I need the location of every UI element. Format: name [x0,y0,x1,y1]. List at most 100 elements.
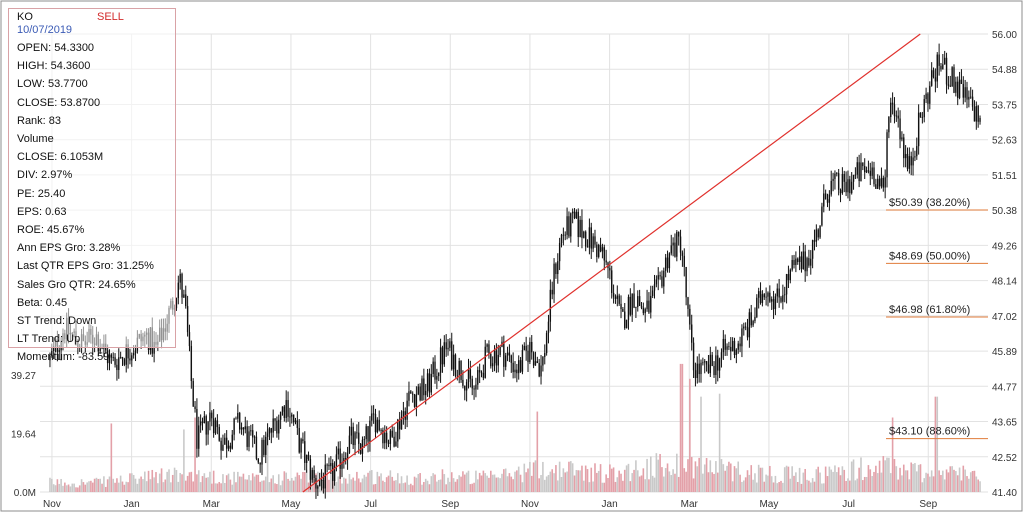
volume-bar [709,460,712,492]
volume-bar [735,468,738,492]
price-candle-body [549,289,552,322]
price-candle-body [633,293,635,308]
volume-bar [250,480,252,492]
price-candle-body [415,394,418,407]
price-candle-body [199,421,202,426]
price-candle-body [358,432,360,444]
price-tick-label: 51.51 [992,171,1017,182]
price-candle-body [255,436,258,459]
volume-bar [168,469,170,492]
price-candle-body [705,361,708,365]
price-candle-body [292,414,295,423]
volume-bar [902,464,905,492]
volume-bar [389,470,392,492]
stat-row: Beta: 0.45 [17,296,68,309]
volume-bar [501,473,503,492]
volume-bar [958,467,961,492]
volume-bar [142,479,144,492]
volume-bar [757,464,760,492]
price-candle-body [179,273,181,283]
price-candle-body [599,244,602,252]
volume-bar [408,484,410,492]
price-candle-body [132,353,135,356]
price-candle-body [110,354,113,358]
volume-bar [463,474,466,492]
volume-bar [157,483,159,492]
month-tick-label: Jul [842,499,855,510]
month-tick-label: Jan [124,499,140,510]
price-candle-body [584,231,587,247]
price-candle-body [378,419,380,431]
volume-bar [542,461,544,492]
price-candle-body [400,416,403,430]
volume-bar [915,471,918,492]
volume-bar [726,465,728,492]
volume-bar [793,475,795,492]
price-candle-body [225,437,228,449]
price-candle-body [508,352,511,356]
volume-bar [906,470,909,492]
price-candle-body [536,361,539,364]
price-tick-label: 53.75 [992,100,1017,111]
volume-bar [934,396,937,492]
price-candle-body [205,416,207,435]
price-candle-body [616,295,619,299]
volume-bar [480,475,483,492]
volume-bar [132,474,135,492]
price-candle-body [229,445,232,449]
price-candle-body [625,319,628,329]
volume-bar [811,478,814,492]
price-candle-body [516,369,518,374]
price-candle-body [932,70,935,78]
price-candle-body [638,296,641,306]
price-candle-body [908,156,911,169]
price-candle-body [547,321,550,334]
price-candle-body [438,372,440,377]
price-candle-body [570,213,572,237]
price-candle-body [227,445,230,449]
price-candle-body [836,173,838,174]
volume-bar [443,474,446,492]
volume-bar [203,473,206,492]
price-candle-body [283,406,286,418]
volume-bar [718,393,721,492]
price-candle-body [843,173,845,182]
price-candle-body [914,156,916,158]
price-candle-body [627,296,630,320]
volume-bar [510,476,513,492]
price-candle-body [800,256,803,270]
volume-bar [534,460,537,492]
volume-bar [588,482,591,492]
volume-bar [597,470,600,492]
volume-bar [889,473,892,492]
price-candle-body [196,409,198,449]
price-candle-body [434,361,436,380]
price-candle-body [395,441,397,447]
volume-tick-label: 19.64 [11,429,36,440]
volume-bar [620,473,622,492]
volume-bar [478,472,481,492]
volume-bar [601,482,604,492]
price-candle-body [925,93,927,100]
price-candle-body [583,231,585,238]
volume-bar [391,476,394,492]
price-candle-body [369,420,371,442]
fibonacci-levels: $50.39 (38.20%) $48.69 (50.00%) $46.98 (61… [886,197,988,440]
price-candle-body [101,348,103,350]
volume-bar [240,476,243,492]
volume-bar [441,469,444,492]
price-candle-body [904,153,907,159]
price-tick-label: 49.26 [992,241,1017,252]
stat-row: LT Trend: Up [17,333,81,346]
month-tick-label: Nov [43,499,61,510]
price-candle-body [460,360,462,380]
volume-bar [170,482,172,492]
price-candle-body [551,289,553,295]
volume-bar [363,474,366,492]
volume-bar [858,467,860,492]
volume-bar [670,475,673,492]
volume-bar [664,468,667,492]
price-candle-body [577,211,579,238]
volume-bar [503,469,505,492]
volume-bar [376,471,379,492]
